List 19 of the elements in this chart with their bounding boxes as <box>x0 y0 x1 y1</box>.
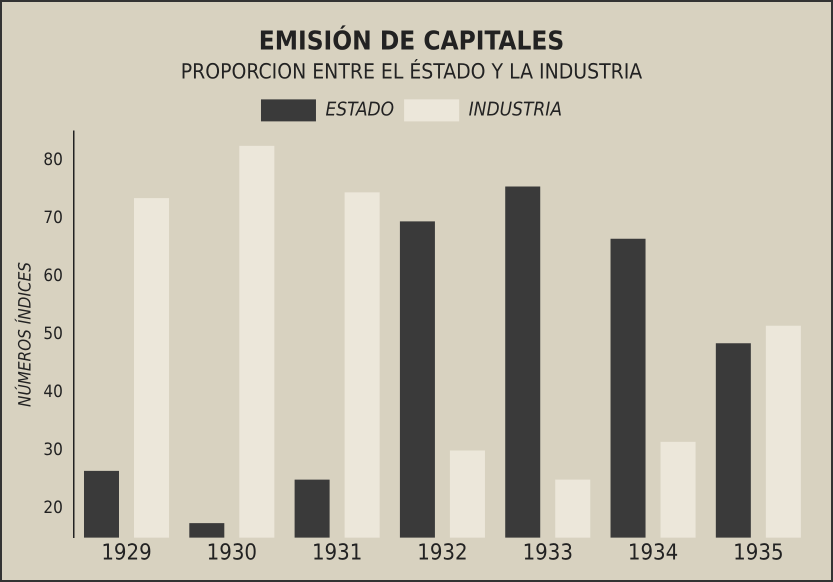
y-tick-label: 30 <box>43 440 63 460</box>
y-tick-label: 60 <box>43 266 63 286</box>
x-tick-label: 1935 <box>733 540 784 566</box>
legend-label: INDUSTRIA <box>468 98 562 120</box>
chart-subtitle: PROPORCION ENTRE EL ÉSTADO Y LA INDUSTRIA <box>180 58 642 84</box>
y-tick-label: 20 <box>43 498 63 518</box>
y-axis-title: NÚMEROS ÍNDICES <box>14 262 36 408</box>
x-tick-label: 1932 <box>417 540 468 566</box>
y-tick-label: 70 <box>43 208 63 228</box>
x-tick-label: 1930 <box>206 540 257 566</box>
y-tick-label: 80 <box>43 150 63 170</box>
y-tick-label: 40 <box>43 382 63 402</box>
y-tick-label: 50 <box>43 324 63 344</box>
x-tick-label: 1929 <box>101 540 152 566</box>
chart-title: EMISIÓN DE CAPITALES <box>258 24 564 56</box>
x-tick-label: 1934 <box>628 540 678 566</box>
x-tick-label: 1933 <box>522 540 573 566</box>
x-tick-label: 1931 <box>312 540 362 566</box>
legend-label: ESTADO <box>325 98 394 120</box>
